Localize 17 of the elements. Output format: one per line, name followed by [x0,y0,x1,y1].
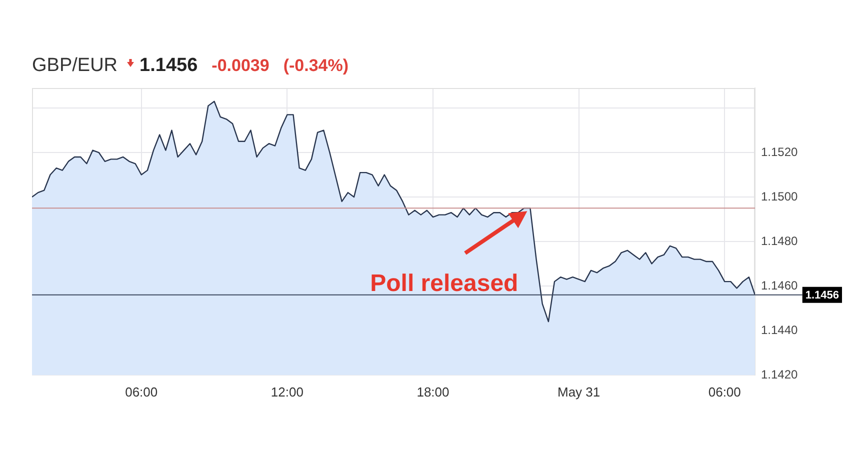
chart-title: GBP/EUR [32,55,118,77]
ref-line-label: 1.1456 [805,289,840,302]
x-tick-label: 06:00 [125,384,158,400]
x-tick-label: May 31 [557,384,600,400]
text: (-0.34%) [283,56,349,76]
x-tick-label: 12:00 [270,384,304,400]
x-tick-label: 18:00 [416,384,450,400]
annotation: Poll released [370,270,518,297]
x-tick-label: 06:00 [708,384,741,400]
text: 1.1456 [140,55,198,77]
y-tick-label: 1.1420 [761,367,798,382]
y-tick-label: 1.1480 [761,234,798,248]
y-tick-label: 1.1500 [761,189,798,204]
y-tick-label: 1.1460 [761,278,798,292]
text: -0.0039 [212,56,270,76]
y-tick-label: 1.1520 [761,144,798,159]
y-tick-label: 1.1440 [761,322,798,337]
